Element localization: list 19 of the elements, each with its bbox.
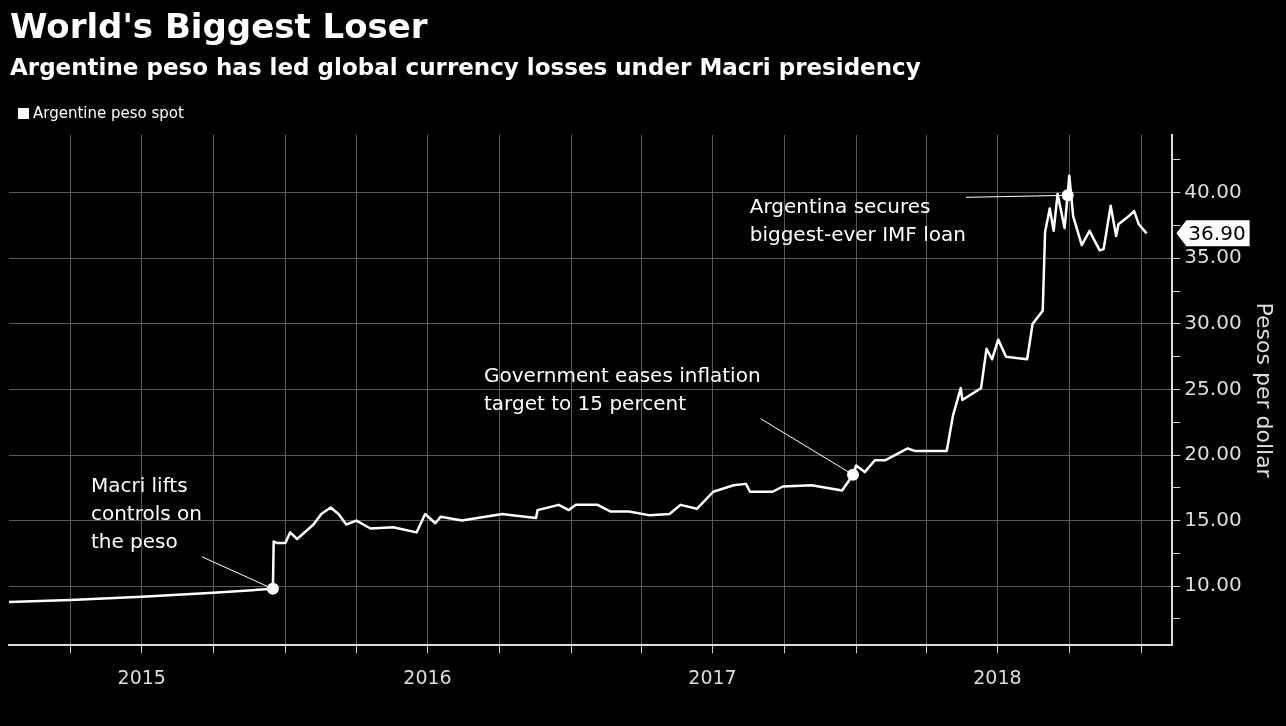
y-tick-label: 15.00 — [1184, 506, 1242, 531]
annotation: Macri lifts controls on the peso — [90, 473, 202, 554]
chart-subtitle: Argentine peso has led global currency losses under Macri presidency — [10, 53, 921, 82]
y-tick-label: 35.00 — [1184, 244, 1242, 269]
x-tick-label: 2018 — [973, 665, 1022, 688]
legend-label: Argentine peso spot — [33, 104, 184, 122]
annotation: Government eases inflation target to 15 percent — [484, 362, 761, 415]
y-tick-label: 30.00 — [1184, 310, 1242, 335]
x-tick-label: 2017 — [688, 665, 737, 688]
y-tick-label: 25.00 — [1184, 375, 1242, 400]
x-tick-label: 2016 — [403, 665, 452, 688]
y-tick-label: 10.00 — [1184, 572, 1242, 597]
y-tick-label: 40.00 — [1184, 178, 1242, 203]
chart-title: World's Biggest Loser — [10, 6, 428, 46]
y-axis-title: Pesos per dollar — [1252, 302, 1278, 479]
annotation: Argentina secures biggest-ever IMF loan — [749, 193, 966, 246]
x-tick-label: 2015 — [117, 665, 166, 688]
y-tick-label: 20.00 — [1184, 441, 1242, 466]
annotation: 36.90 — [1188, 220, 1246, 245]
